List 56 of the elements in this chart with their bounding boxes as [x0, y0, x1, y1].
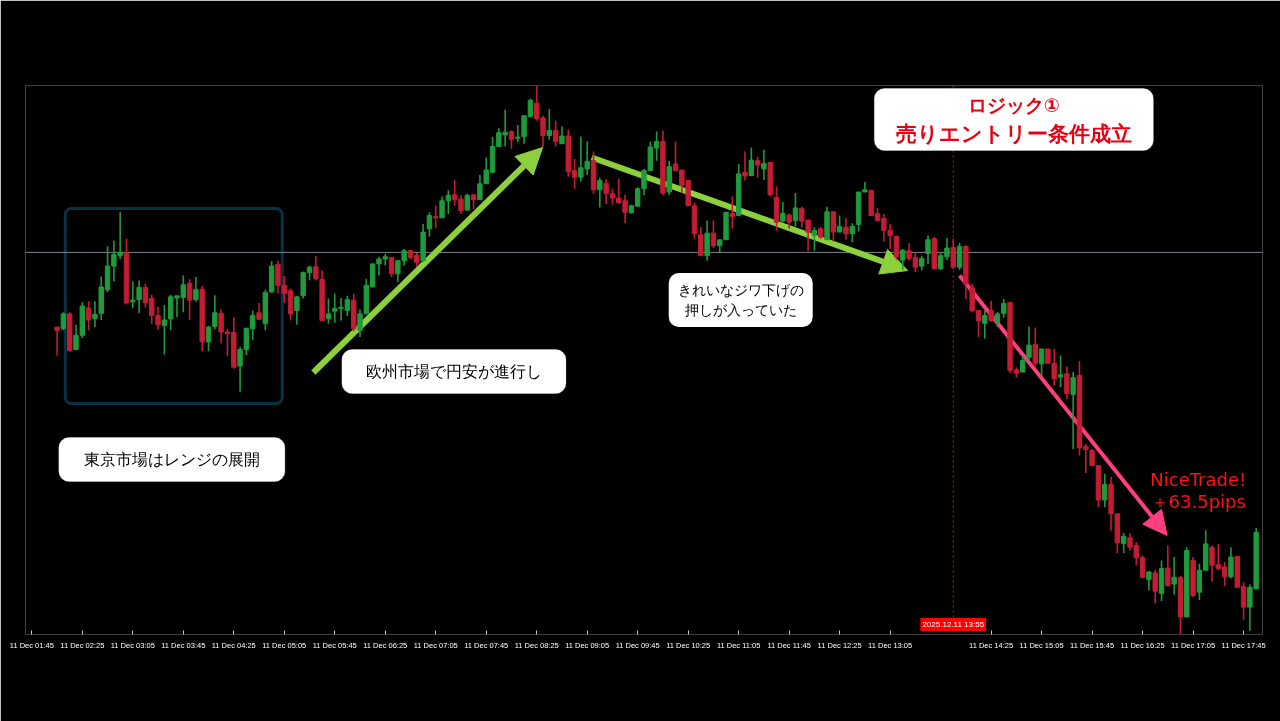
candlestick	[1026, 325, 1032, 362]
candlestick	[1228, 546, 1234, 580]
candlestick	[893, 234, 900, 261]
candlestick	[433, 204, 439, 230]
annotation: 東京市場はレンジの展開	[83, 450, 260, 469]
candlestick	[748, 146, 754, 177]
candlestick	[1146, 570, 1152, 592]
candlestick	[1152, 569, 1158, 605]
candlestick	[1120, 532, 1127, 555]
candlestick	[1070, 371, 1076, 450]
candlestick	[742, 150, 748, 182]
candlestick	[1038, 348, 1045, 378]
candlestick	[950, 237, 956, 270]
candlestick	[1064, 365, 1070, 400]
candlestick	[54, 326, 60, 357]
candlestick	[698, 226, 704, 257]
candlestick	[426, 211, 433, 238]
candlestick	[92, 300, 98, 328]
candlestick	[811, 226, 818, 252]
candlestick	[186, 278, 193, 321]
candlestick	[843, 217, 849, 241]
ref-line-label: 2025.12.11 13:55	[922, 620, 985, 629]
candlestick	[761, 148, 767, 181]
candlestick	[729, 195, 736, 230]
annotation: ロジック① 売りエントリー条件成立	[895, 93, 1132, 146]
candlestick	[60, 311, 67, 332]
candlestick	[193, 276, 199, 303]
candlestick	[552, 119, 559, 148]
annotation: NiceTrade! ＋63.5pips	[1150, 469, 1247, 512]
candlestick	[388, 256, 395, 278]
candlestick	[792, 192, 799, 228]
candlestick	[1102, 472, 1108, 508]
candlestick	[313, 254, 319, 282]
candlestick	[136, 279, 142, 315]
candlestick	[325, 297, 332, 325]
candlestick	[161, 304, 168, 356]
candlestick	[1171, 556, 1177, 596]
candlestick	[900, 248, 906, 271]
candlestick	[925, 234, 931, 265]
candlestick	[830, 210, 837, 243]
annotation: 欧州市場で円安が進行し	[365, 362, 542, 381]
candlestick	[849, 222, 855, 244]
candlestick	[982, 309, 988, 340]
candlestick	[294, 294, 300, 326]
candlestick	[754, 156, 761, 179]
candlestick	[1057, 354, 1064, 388]
candlestick	[956, 242, 963, 271]
candlestick	[130, 280, 136, 309]
candlestick	[1165, 544, 1171, 588]
annotation: きれいなジワ下げの押しが入っていた	[677, 282, 804, 318]
candlestick	[988, 299, 994, 323]
candlestick	[597, 176, 603, 209]
candlestick	[85, 300, 92, 332]
candlestick	[1032, 326, 1038, 368]
candlestick	[546, 108, 553, 141]
candlestick	[704, 219, 710, 262]
